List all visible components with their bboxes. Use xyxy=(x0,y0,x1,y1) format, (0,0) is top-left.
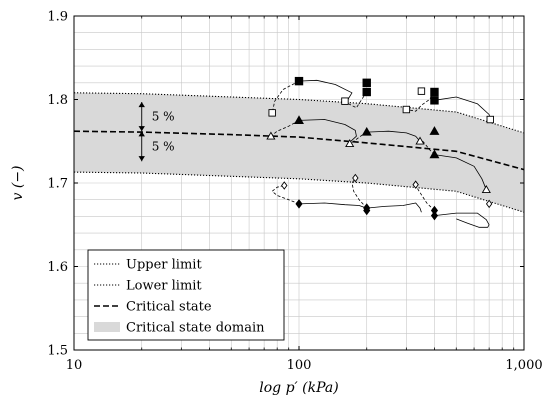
stress-path-diamond-open-1 xyxy=(351,177,367,209)
triangle-filled-marker xyxy=(429,149,440,159)
stress-path-triangle-open-0 xyxy=(270,120,300,137)
series-markers-layer xyxy=(266,76,494,221)
legend: Upper limit Lower limit Critical state Crit… xyxy=(87,249,285,341)
annotation-arrowhead xyxy=(138,126,145,132)
stress-path-square-filled-0 xyxy=(298,79,353,100)
square-open-marker xyxy=(486,115,494,124)
square-filled-marker xyxy=(362,78,371,88)
triangle-filled-marker xyxy=(294,115,304,124)
y-tick-label: 1.7 xyxy=(47,177,68,192)
band-layer xyxy=(74,92,524,213)
legend-box xyxy=(87,249,285,341)
x-tick-label: 1,000 xyxy=(505,358,542,373)
legend-label-csl: Critical state xyxy=(126,300,212,315)
triangle-open-marker xyxy=(415,136,425,145)
y-tick-label: 1.8 xyxy=(47,93,68,108)
diamond-open-marker xyxy=(412,180,419,189)
upper-limit-line xyxy=(73,92,525,134)
x-tick-label: 10 xyxy=(66,358,83,373)
stress-path-diamond-filled-0 xyxy=(298,202,367,209)
square-filled-marker xyxy=(294,76,304,86)
square-open-marker xyxy=(402,105,411,114)
annotation-label: 5 % xyxy=(152,110,175,124)
square-open-marker xyxy=(268,109,276,117)
annotations-layer: 5 % 5 % xyxy=(138,102,175,162)
triangle-open-marker xyxy=(345,139,355,148)
stress-path-diamond-open-0 xyxy=(271,185,300,205)
stress-path-triangle-open-2 xyxy=(421,139,435,155)
stress-path-diamond-open-2 xyxy=(415,184,435,211)
triangle-filled-marker xyxy=(429,126,440,135)
stress-path-triangle-filled-2 xyxy=(434,154,487,190)
stress-path-diamond-filled-1 xyxy=(366,202,422,213)
diamond-filled-marker xyxy=(363,205,371,216)
y-tick-label: 1.9 xyxy=(47,10,68,25)
triangle-open-marker xyxy=(481,184,491,193)
stress-path-triangle-filled-1 xyxy=(366,130,421,142)
stress-path-diamond-filled-2 xyxy=(434,212,490,228)
triangle-open-marker xyxy=(266,131,276,140)
y-tick-label: 1.5 xyxy=(47,344,68,359)
lower-limit-line xyxy=(73,171,525,213)
stress-path-square-open-1 xyxy=(344,91,368,109)
legend-label-lower: Lower limit xyxy=(126,279,202,294)
square-open-marker xyxy=(417,87,426,95)
annotation-label: 5 % xyxy=(152,139,175,153)
y-tick-label: 1.6 xyxy=(47,260,68,275)
y-axis-title: v (−) xyxy=(10,165,26,200)
square-filled-marker xyxy=(362,87,371,97)
square-filled-marker xyxy=(430,87,439,97)
triangle-filled-marker xyxy=(361,126,372,136)
square-open-marker xyxy=(341,97,349,105)
legend-label-upper: Upper limit xyxy=(126,258,202,273)
legend-label-domain: Critical state domain xyxy=(126,321,265,336)
axes-layer: 1.5 1.6 1.7 1.8 1.9 10 100 1,000 log p′ (kPa) v (… xyxy=(10,10,543,397)
diamond-filled-marker xyxy=(430,210,439,221)
x-tick-label: 100 xyxy=(287,358,312,373)
annotation-arrowhead xyxy=(138,131,145,137)
stress-path-triangle-filled-0 xyxy=(298,119,357,142)
diamond-open-marker xyxy=(352,173,359,183)
square-filled-marker xyxy=(430,96,439,105)
legend-swatch-domain xyxy=(94,322,120,332)
diamond-open-marker xyxy=(485,199,493,209)
annotation-arrowhead xyxy=(138,102,145,108)
x-axis-title: log p′ (kPa) xyxy=(259,380,338,396)
annotation-arrowhead xyxy=(138,156,145,162)
diamond-filled-marker xyxy=(295,199,303,209)
stress-path-square-open-0 xyxy=(271,80,300,113)
diamond-open-marker xyxy=(281,181,288,190)
critical-state-domain-band xyxy=(74,92,524,213)
